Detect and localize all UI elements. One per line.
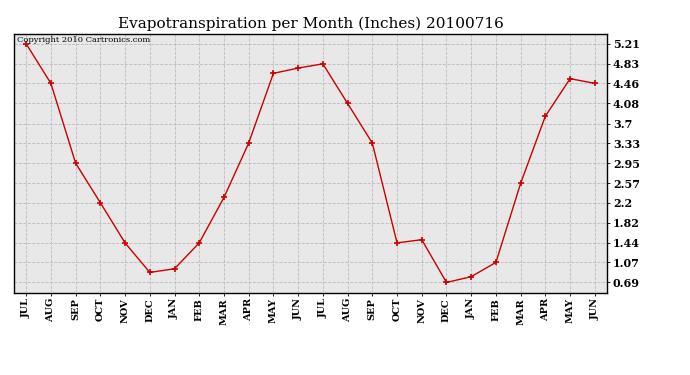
Title: Evapotranspiration per Month (Inches) 20100716: Evapotranspiration per Month (Inches) 20… xyxy=(117,17,504,31)
Text: Copyright 2010 Cartronics.com: Copyright 2010 Cartronics.com xyxy=(17,36,150,44)
